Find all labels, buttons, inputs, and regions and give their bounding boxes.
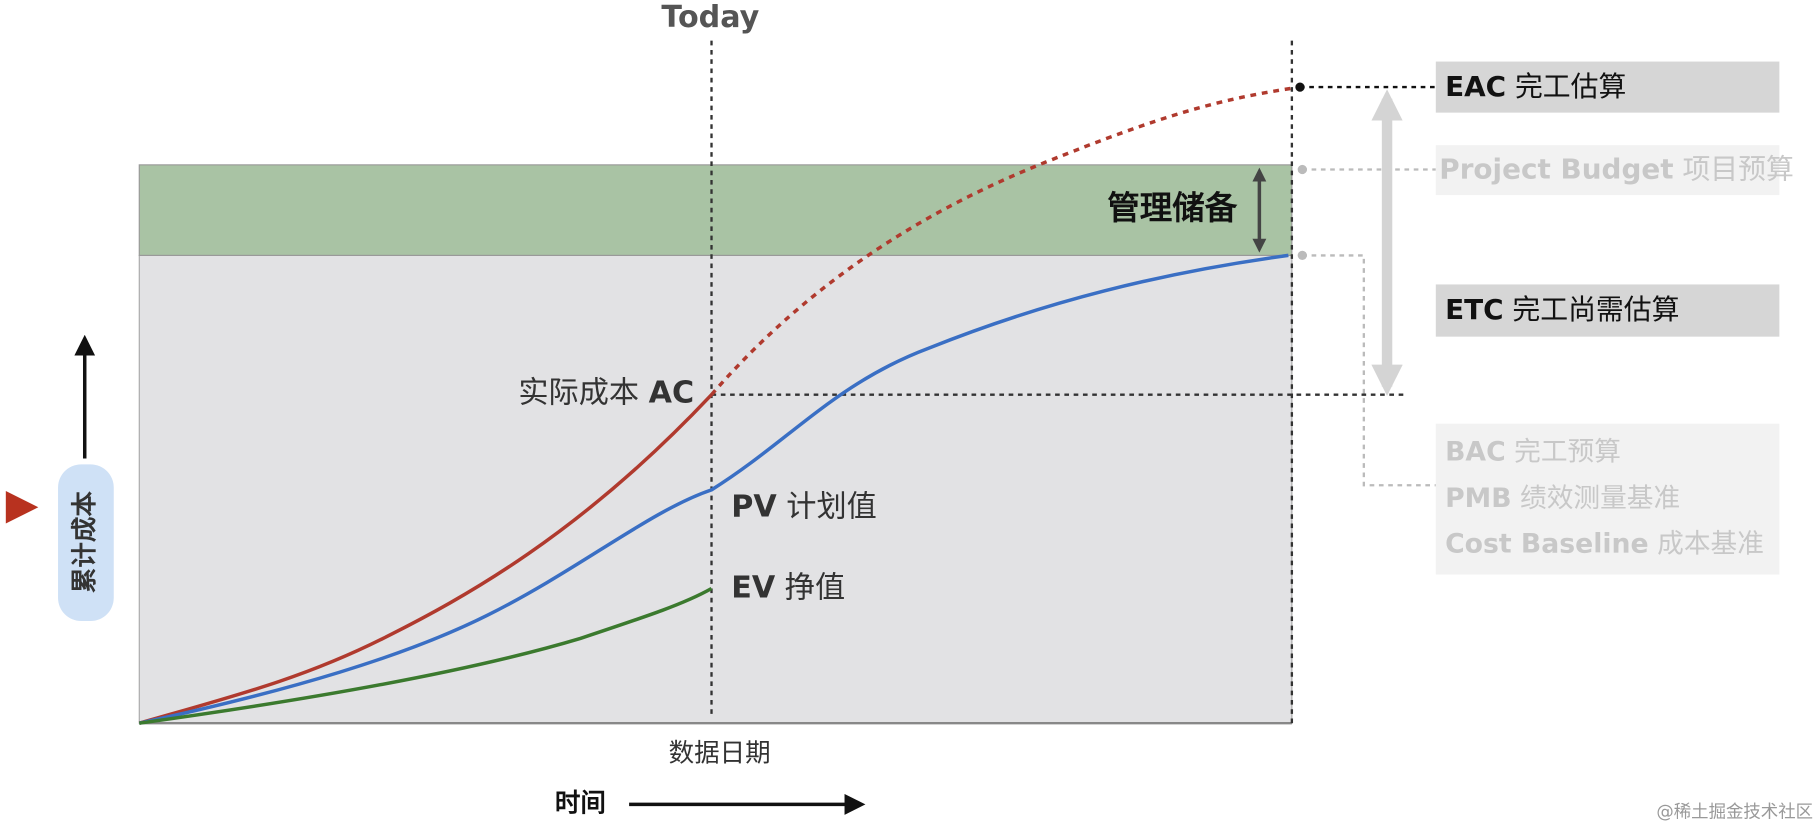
label: 实际成本 [518,375,639,410]
watermark: @稀土掘金技术社区 [1656,803,1813,823]
abbr: Project Budget [1439,153,1673,186]
y-axis-pill [58,464,114,622]
reserve-area [138,164,1293,256]
pv-label: PV 计划值 [731,489,877,524]
baseline-box [1435,423,1780,575]
ac-label: 实际成本 AC [518,375,694,410]
bac-connector [1302,254,1436,487]
pointer [5,491,39,524]
label: 完工预算 [1514,436,1621,467]
reserve-label: 管理储备 [1107,189,1238,227]
abbr: PV [731,489,777,524]
cost-baseline-label: Cost Baseline 成本基准 [1445,528,1764,559]
budget-label: Project Budget 项目预算 [1439,153,1794,186]
label: 计划值 [786,489,876,524]
pv-curve [138,253,1289,725]
etc-box [1435,284,1780,337]
y-axis-label: 累计成本 [70,491,100,594]
x-axis-label: 数据日期 [669,739,771,769]
time-label: 时间 [555,788,606,818]
label: 绩效测量基准 [1520,483,1680,514]
label: 完工估算 [1515,70,1626,103]
label: 完工尚需估算 [1512,293,1679,326]
abbr: Cost Baseline [1445,528,1649,559]
budget-box [1435,145,1780,196]
etc-label: ETC 完工尚需估算 [1445,293,1679,326]
label: 成本基准 [1657,528,1764,559]
label: 项目预算 [1682,153,1793,186]
bac-label: BAC 完工预算 [1445,436,1621,467]
pmb-label: PMB 绩效测量基准 [1445,483,1680,514]
abbr: AC [649,375,694,410]
abbr: EAC [1445,70,1506,103]
ev-curve [139,587,713,725]
eac-label: EAC 完工估算 [1445,70,1626,103]
abbr: PMB [1445,483,1511,514]
eac-forecast [710,85,1301,396]
abbr: ETC [1445,293,1503,326]
abbr: EV [731,570,776,605]
eac-box [1435,61,1780,113]
today-label: Today [661,0,759,35]
ev-label: EV 挣值 [731,570,845,605]
abbr: BAC [1445,436,1506,467]
label: 挣值 [785,570,845,605]
ac-curve [138,393,713,725]
